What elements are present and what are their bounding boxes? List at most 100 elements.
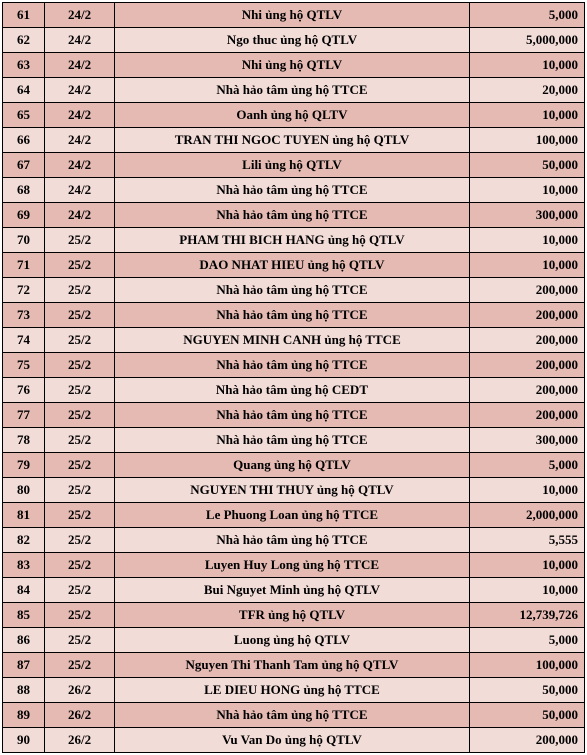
cell-index: 83 [3,553,45,578]
cell-amount: 10,000 [469,53,584,78]
table-row: 8225/2Nhà hảo tâm ủng hộ TTCE5,555 [3,528,585,553]
cell-date: 25/2 [45,578,115,603]
cell-description: LE DIEU HONG ủng hộ TTCE [115,678,470,703]
cell-index: 80 [3,478,45,503]
cell-description: Nhà hảo tâm ủng hộ TTCE [115,303,470,328]
cell-amount: 50,000 [469,678,584,703]
table-row: 7725/2Nhà hảo tâm ủng hộ TTCE200,000 [3,403,585,428]
table-row: 6524/2Oanh ủng hộ QLTV10,000 [3,103,585,128]
cell-index: 74 [3,328,45,353]
cell-date: 24/2 [45,178,115,203]
cell-description: Quang ủng hộ QTLV [115,453,470,478]
cell-index: 85 [3,603,45,628]
cell-amount: 100,000 [469,128,584,153]
cell-index: 66 [3,128,45,153]
cell-index: 65 [3,103,45,128]
cell-index: 61 [3,3,45,28]
cell-amount: 100,000 [469,653,584,678]
cell-index: 88 [3,678,45,703]
cell-date: 25/2 [45,353,115,378]
table-row: 8025/2NGUYEN THI THUY ủng hộ QTLV10,000 [3,478,585,503]
cell-amount: 200,000 [469,403,584,428]
cell-index: 63 [3,53,45,78]
table-row: 6724/2Lili ủng hộ QTLV50,000 [3,153,585,178]
cell-date: 24/2 [45,3,115,28]
cell-amount: 200,000 [469,378,584,403]
cell-description: Ngo thuc ủng hộ QTLV [115,28,470,53]
table-row: 6224/2Ngo thuc ủng hộ QTLV5,000,000 [3,28,585,53]
cell-index: 84 [3,578,45,603]
cell-description: NGUYEN THI THUY ủng hộ QTLV [115,478,470,503]
cell-date: 25/2 [45,628,115,653]
cell-description: Nhà hảo tâm ủng hộ TTCE [115,403,470,428]
cell-date: 25/2 [45,228,115,253]
cell-amount: 200,000 [469,728,584,753]
cell-description: TRAN THI NGOC TUYEN ủng hộ QTLV [115,128,470,153]
cell-date: 24/2 [45,153,115,178]
cell-index: 73 [3,303,45,328]
cell-amount: 12,739,726 [469,603,584,628]
cell-amount: 20,000 [469,78,584,103]
table-row: 8926/2Nhà hảo tâm ủng hộ TTCE50,000 [3,703,585,728]
cell-description: PHAM THI BICH HANG ủng hộ QTLV [115,228,470,253]
cell-date: 25/2 [45,603,115,628]
cell-date: 24/2 [45,203,115,228]
cell-index: 79 [3,453,45,478]
cell-amount: 5,000 [469,3,584,28]
cell-amount: 50,000 [469,153,584,178]
cell-date: 26/2 [45,678,115,703]
table-row: 7625/2Nhà hảo tâm ủng hộ CEDT200,000 [3,378,585,403]
cell-amount: 5,000 [469,453,584,478]
cell-description: Bui Nguyet Minh ủng hộ QTLV [115,578,470,603]
cell-amount: 200,000 [469,328,584,353]
table-row: 7025/2PHAM THI BICH HANG ủng hộ QTLV10,0… [3,228,585,253]
cell-index: 68 [3,178,45,203]
cell-amount: 5,000,000 [469,28,584,53]
table-row: 8625/2Luong ủng hộ QTLV5,000 [3,628,585,653]
table-row: 7825/2Nhà hảo tâm ủng hộ TTCE300,000 [3,428,585,453]
cell-date: 25/2 [45,653,115,678]
cell-description: Lili ủng hộ QTLV [115,153,470,178]
cell-date: 25/2 [45,553,115,578]
cell-amount: 50,000 [469,703,584,728]
table-row: 9026/2Vu Van Do ủng hộ QTLV200,000 [3,728,585,753]
cell-description: Nhà hảo tâm ủng hộ TTCE [115,353,470,378]
cell-amount: 10,000 [469,228,584,253]
cell-description: Vu Van Do ủng hộ QTLV [115,728,470,753]
cell-index: 72 [3,278,45,303]
cell-amount: 200,000 [469,278,584,303]
cell-amount: 10,000 [469,103,584,128]
cell-description: NGUYEN MINH CANH ủng hộ TTCE [115,328,470,353]
cell-index: 71 [3,253,45,278]
cell-amount: 200,000 [469,303,584,328]
table-row: 7525/2Nhà hảo tâm ủng hộ TTCE200,000 [3,353,585,378]
cell-amount: 10,000 [469,478,584,503]
cell-description: Nhà hảo tâm ủng hộ TTCE [115,703,470,728]
cell-description: Luyen Huy Long ủng hộ TTCE [115,553,470,578]
cell-amount: 200,000 [469,353,584,378]
donation-table: 6124/2Nhi ủng hộ QTLV5,0006224/2Ngo thuc… [2,2,585,753]
cell-index: 67 [3,153,45,178]
cell-date: 25/2 [45,378,115,403]
cell-index: 82 [3,528,45,553]
cell-date: 24/2 [45,53,115,78]
cell-date: 25/2 [45,253,115,278]
cell-description: Nhà hảo tâm ủng hộ CEDT [115,378,470,403]
cell-description: Luong ủng hộ QTLV [115,628,470,653]
cell-amount: 5,000 [469,628,584,653]
table-row: 6124/2Nhi ủng hộ QTLV5,000 [3,3,585,28]
cell-description: Nhà hảo tâm ủng hộ TTCE [115,78,470,103]
table-row: 6324/2Nhi ủng hộ QTLV10,000 [3,53,585,78]
table-row: 7325/2Nhà hảo tâm ủng hộ TTCE200,000 [3,303,585,328]
cell-date: 24/2 [45,103,115,128]
cell-index: 78 [3,428,45,453]
cell-index: 86 [3,628,45,653]
cell-amount: 10,000 [469,178,584,203]
cell-date: 24/2 [45,128,115,153]
table-row: 8125/2Le Phuong Loan ủng hộ TTCE2,000,00… [3,503,585,528]
cell-date: 25/2 [45,303,115,328]
cell-date: 26/2 [45,703,115,728]
table-row: 8826/2LE DIEU HONG ủng hộ TTCE50,000 [3,678,585,703]
cell-index: 75 [3,353,45,378]
cell-index: 62 [3,28,45,53]
